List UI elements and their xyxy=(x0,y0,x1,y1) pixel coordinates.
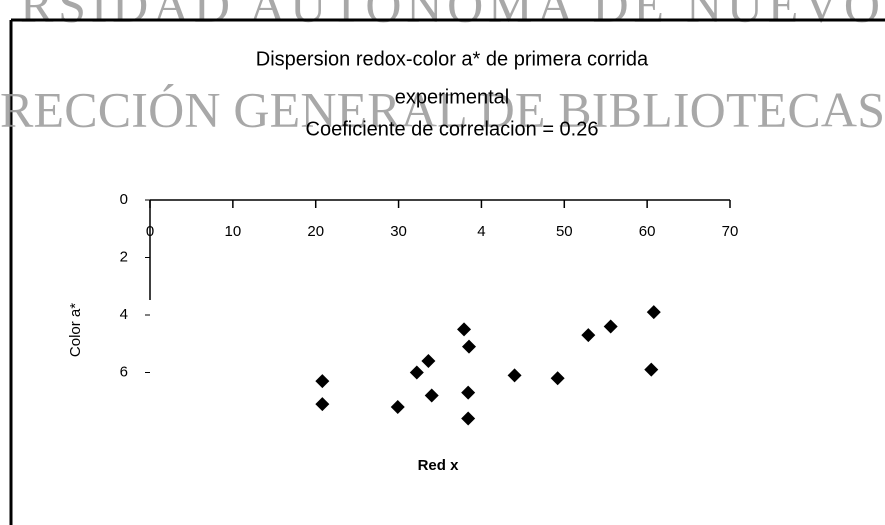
point xyxy=(315,374,330,389)
y-tick-label: 2 xyxy=(120,248,128,265)
x-tick-label: 60 xyxy=(639,223,656,240)
x-tick-label: 30 xyxy=(390,223,407,240)
x-tick-label: 20 xyxy=(307,223,324,240)
point xyxy=(644,362,659,377)
x-tick-label: 0 xyxy=(146,223,154,240)
point xyxy=(550,371,565,386)
y-tick-label: 4 xyxy=(120,306,128,323)
point xyxy=(390,400,405,414)
point xyxy=(646,305,661,320)
point xyxy=(581,328,596,343)
x-tick-label: 50 xyxy=(556,223,573,240)
point xyxy=(461,411,476,426)
chart-subtitle: Coeficiente de correlacion = 0.26 xyxy=(306,118,599,140)
point xyxy=(462,339,476,354)
point xyxy=(461,385,476,400)
x-axis-label: Red x xyxy=(418,457,460,474)
point xyxy=(424,388,439,403)
watermark: RSIDAD AUTONOMA DE NUEVO xyxy=(20,0,880,32)
x-tick-label: 70 xyxy=(722,223,739,240)
point xyxy=(421,354,436,368)
watermark: RECCIÓN GENERAL DE BIBLIOTECAS xyxy=(0,81,885,137)
x-tick-label: 10 xyxy=(225,223,242,240)
chart-title: Dispersion redox-color a* de primera cor… xyxy=(256,48,649,70)
y-tick-label: 6 xyxy=(120,363,128,380)
y-tick-label: 0 xyxy=(120,191,128,208)
point xyxy=(409,365,424,380)
point xyxy=(457,322,472,337)
y-axis-label: Color a* xyxy=(67,303,84,357)
point xyxy=(315,397,330,412)
x-tick-label: 4 xyxy=(477,223,485,240)
point xyxy=(507,368,522,383)
chart-title: experimental xyxy=(395,86,510,108)
point xyxy=(603,319,618,334)
